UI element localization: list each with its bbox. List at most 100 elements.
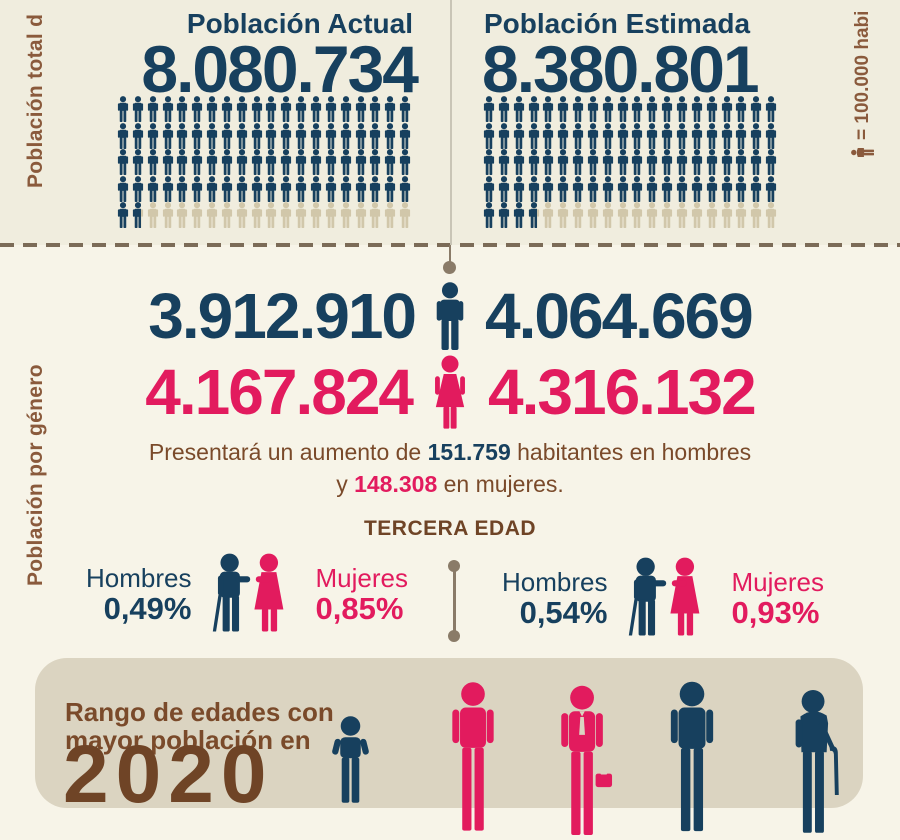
person-unit-icon [661,149,673,175]
person-unit-icon [602,149,614,175]
person-unit-icon [646,202,658,228]
person-unit-icon [340,202,352,228]
person-unit-icon [280,176,292,202]
person-unit-icon [265,202,277,228]
person-unit-icon [631,202,643,228]
person-unit-icon [162,202,174,228]
male-current-value: 3.912.910 [148,280,417,352]
person-unit-icon [483,123,495,149]
person-unit-icon [646,96,658,122]
person-unit-icon [310,96,322,122]
person-unit-icon [191,202,203,228]
increase-text: Presentará un aumento de 151.759 habitan… [0,436,900,500]
panel-divider-line [450,0,452,245]
person-unit-icon [750,96,762,122]
person-unit-icon [369,176,381,202]
person-unit-icon [750,202,762,228]
person-unit-icon [765,176,777,202]
person-unit-icon [631,123,643,149]
person-unit-icon [750,123,762,149]
increase-men-value: 151.759 [427,439,511,465]
person-unit-icon [617,96,629,122]
age-range-title-line2: mayor población en [65,725,311,755]
person-unit-icon [528,149,540,175]
person-unit-icon [355,176,367,202]
age-range-box: Rango de edades con mayor población en 2… [35,658,863,835]
pictogram-grid-actual [117,96,411,229]
person-unit-icon [765,96,777,122]
person-unit-icon [721,123,733,149]
person-unit-icon [572,96,584,122]
elderly-men-current: Hombres 0,49% [86,564,191,626]
female-current-value: 4.167.824 [145,356,414,428]
person-unit-icon [251,96,263,122]
person-unit-icon [587,149,599,175]
person-unit-icon [542,202,554,228]
elderly-men-value: 0,49% [103,591,192,627]
person-unit-icon [132,149,144,175]
person-unit-icon [587,202,599,228]
person-unit-icon [340,176,352,202]
person-unit-icon [355,202,367,228]
legend-person-icon [851,147,874,158]
person-unit-icon [147,123,159,149]
person-unit-icon [498,149,510,175]
person-unit-icon [399,123,411,149]
working-adult-figure-icon [561,685,613,835]
female-estimated-value: 4.316.132 [488,356,757,428]
person-unit-icon [399,176,411,202]
person-unit-icon [295,202,307,228]
legend-unit: = 100.000 habi [851,11,874,158]
person-unit-icon [236,202,248,228]
elderly-women-value: 0,85% [315,591,404,627]
elderly-women-estimated: Mujeres 0,93% [731,568,823,630]
person-unit-icon [483,202,495,228]
person-unit-icon [676,176,688,202]
person-unit-icon [528,123,540,149]
person-unit-icon [147,202,159,228]
legend-unit-label: = 100.000 habi [851,10,873,140]
elderly-men-value: 0,54% [519,595,608,631]
person-unit-icon [176,123,188,149]
person-unit-icon [310,123,322,149]
person-unit-icon [117,96,129,122]
person-unit-icon [355,149,367,175]
person-unit-icon [587,123,599,149]
person-unit-icon [646,149,658,175]
child-figure-icon [332,716,369,803]
person-unit-icon [513,123,525,149]
person-unit-icon [735,202,747,228]
person-unit-icon [542,149,554,175]
male-population-row: 3.912.910 4.064.669 [0,282,900,350]
person-unit-icon [706,202,718,228]
person-unit-icon [221,202,233,228]
person-unit-icon [735,96,747,122]
person-unit-icon [147,176,159,202]
person-unit-icon [251,176,263,202]
person-unit-icon [721,149,733,175]
person-unit-icon [691,96,703,122]
person-unit-icon [206,96,218,122]
person-unit-icon [661,96,673,122]
person-unit-icon [191,96,203,122]
person-unit-icon [765,149,777,175]
person-unit-icon [384,202,396,228]
value-poblacion-actual: 8.080.734 [141,32,419,106]
person-unit-icon [483,96,495,122]
person-unit-icon [221,149,233,175]
person-unit-icon [265,123,277,149]
person-unit-icon [162,123,174,149]
person-unit-icon [369,202,381,228]
person-unit-icon [369,149,381,175]
person-unit-icon [572,202,584,228]
person-unit-icon [513,202,525,228]
elderly-couple-icon [213,553,284,632]
age-range-title-line1: Rango de edades con [65,697,334,727]
elderly-men-estimated: Hombres 0,54% [502,568,607,630]
person-unit-icon [602,96,614,122]
person-unit-icon [765,202,777,228]
person-unit-icon [676,149,688,175]
person-unit-icon [265,96,277,122]
person-unit-icon [513,96,525,122]
person-unit-icon [236,176,248,202]
